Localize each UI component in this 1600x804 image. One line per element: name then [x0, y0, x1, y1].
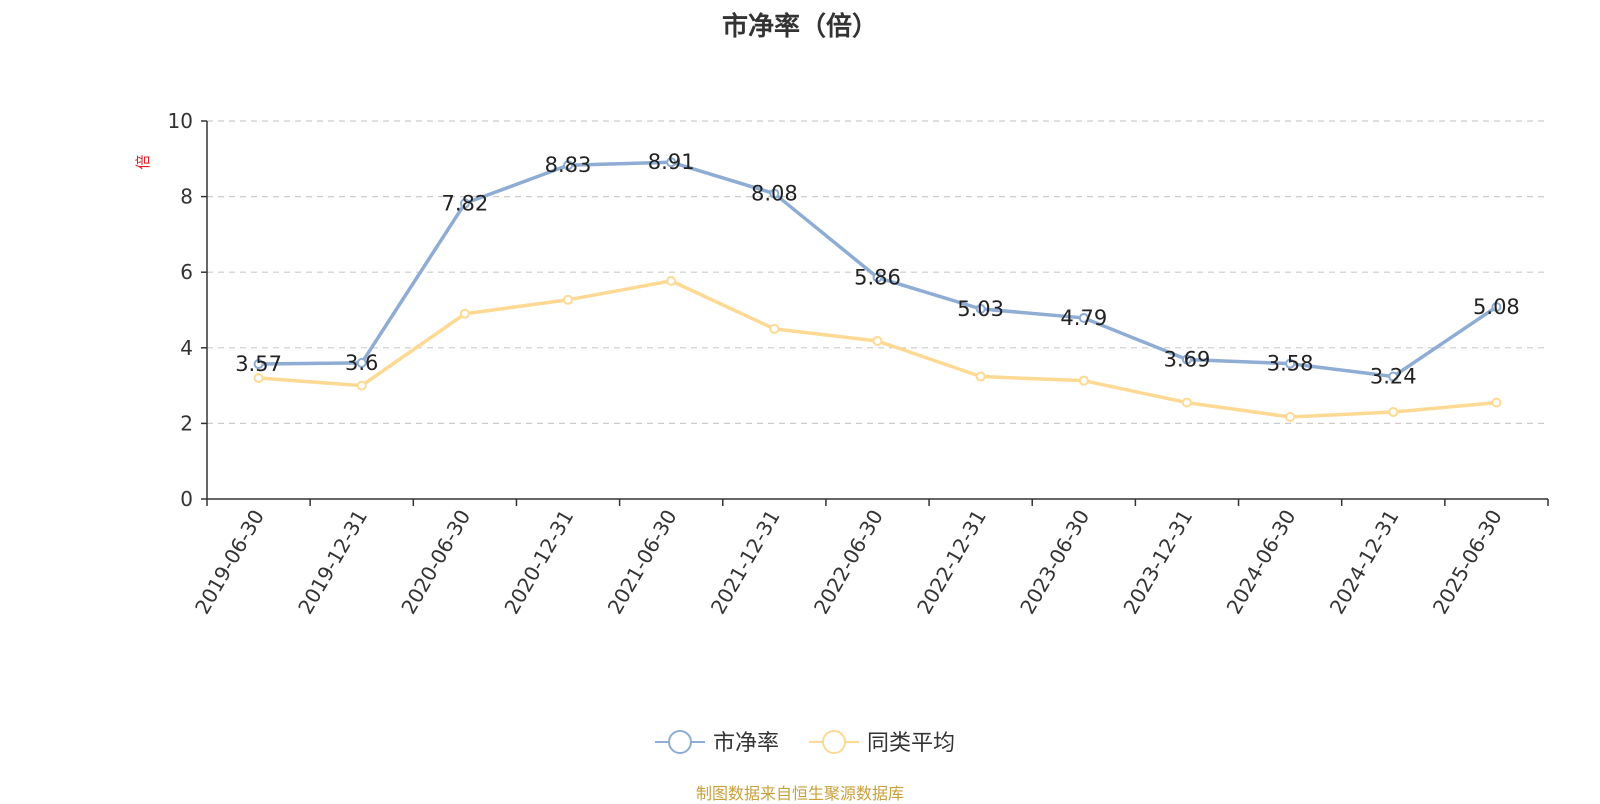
data-label-layer: 3.57 3.6 7.82 8.83 8.91 8.08 5.86 5.03 4.79 3.69 3… [235, 150, 1520, 388]
data-point [975, 371, 986, 382]
x-tick-label: 2022-12-31 [912, 505, 991, 618]
grid-layer [207, 120, 1548, 424]
series-line [258, 279, 1497, 419]
data-point [1388, 407, 1399, 418]
data-label: 3.69 [1164, 348, 1211, 372]
data-point [1491, 397, 1502, 408]
legend: 市净率 同类平均 [655, 730, 955, 756]
y-axis-unit-label: 倍 [134, 154, 152, 169]
data-point [1078, 312, 1089, 323]
data-point [1491, 301, 1502, 312]
data-point [459, 198, 470, 209]
series-layer [253, 157, 1502, 422]
data-label: 7.82 [442, 191, 489, 215]
data-point [872, 335, 883, 346]
y-tick-label: 10 [168, 109, 193, 133]
x-tick-label: 2024-12-31 [1325, 506, 1404, 619]
data-label: 3.24 [1370, 365, 1417, 389]
data-point [356, 380, 367, 391]
data-label: 5.86 [854, 265, 901, 289]
x-tick-label: 2022-06-30 [809, 506, 888, 619]
data-point [563, 294, 574, 305]
data-point [769, 323, 780, 334]
data-label: 8.83 [545, 153, 592, 177]
data-point [1388, 371, 1399, 382]
data-label: 8.08 [751, 182, 798, 206]
data-point [253, 359, 264, 370]
data-point [356, 357, 367, 368]
data-label: 4.79 [1060, 306, 1107, 330]
x-tick-label: 2020-12-31 [499, 506, 578, 619]
data-point [1285, 358, 1296, 369]
x-tick-label: 2019-06-30 [190, 506, 269, 619]
x-tick-label: 2021-12-31 [706, 506, 785, 619]
x-tick-label: 2020-06-30 [396, 506, 475, 619]
y-tick-label: 0 [180, 487, 193, 511]
legend-marker [668, 730, 692, 754]
data-point [253, 373, 264, 384]
y-tick-label: 8 [180, 185, 193, 209]
legend-label: 市净率 [713, 731, 779, 756]
data-point [872, 272, 883, 283]
data-label: 3.57 [235, 352, 282, 376]
data-label: 3.6 [345, 351, 378, 375]
data-point [1181, 397, 1192, 408]
data-point [666, 157, 677, 168]
data-label: 5.08 [1473, 295, 1520, 319]
x-tick-label: 2024-06-30 [1222, 506, 1301, 619]
data-point [666, 275, 677, 286]
data-point [563, 160, 574, 171]
legend-marker [822, 730, 846, 754]
data-point [1078, 375, 1089, 386]
x-tick-label: 2019-12-31 [293, 506, 372, 619]
data-point [975, 303, 986, 314]
x-tick-label: 2025-06-30 [1428, 506, 1507, 619]
data-point [1285, 411, 1296, 422]
data-label: 8.91 [648, 150, 695, 174]
x-tick-label: 2023-06-30 [1015, 506, 1094, 619]
y-tick-label: 6 [180, 260, 193, 284]
data-point [769, 188, 780, 199]
chart-title: 市净率（倍） [721, 12, 878, 42]
data-point [459, 308, 470, 319]
legend-label: 同类平均 [867, 731, 955, 756]
data-point [1181, 354, 1192, 365]
x-tick-label: 2021-06-30 [603, 506, 682, 619]
x-tick-label: 2023-12-31 [1118, 506, 1197, 619]
y-tick-label: 4 [180, 336, 193, 360]
data-label: 3.58 [1267, 352, 1314, 376]
source-note: 制图数据来自恒生聚源数据库 [695, 784, 904, 803]
data-label: 5.03 [957, 297, 1004, 321]
y-tick-label: 2 [180, 411, 193, 435]
